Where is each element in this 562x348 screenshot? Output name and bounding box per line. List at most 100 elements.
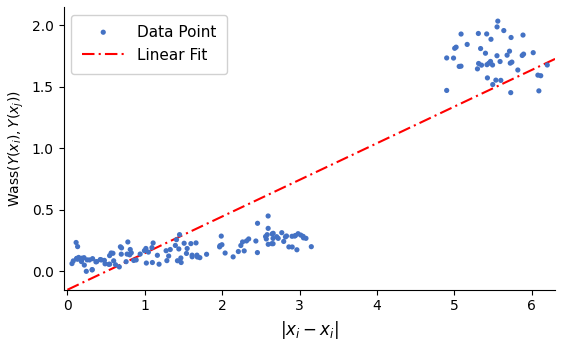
Point: [492, 53, 501, 58]
Data Point: [253, 221, 262, 226]
Data Point: [92, 259, 101, 264]
Data Point: [126, 247, 135, 252]
Data Point: [301, 236, 310, 241]
Data Point: [117, 245, 126, 251]
Data Point: [242, 238, 251, 244]
Data Point: [96, 257, 105, 262]
Data Point: [78, 255, 87, 261]
Data Point: [127, 250, 136, 256]
Data Point: [105, 253, 114, 259]
Data Point: [166, 247, 175, 252]
Data Point: [264, 226, 273, 231]
Data Point: [77, 258, 86, 263]
Data Point: [215, 244, 224, 250]
Y-axis label: Wass$(Y(x_i), Y(x_j))$: Wass$(Y(x_i), Y(x_j))$: [7, 90, 26, 207]
Point: [496, 78, 505, 83]
Point: [491, 77, 500, 83]
Point: [482, 62, 491, 68]
Data Point: [182, 251, 191, 256]
Point: [533, 72, 542, 78]
Data Point: [180, 240, 189, 246]
Data Point: [123, 251, 132, 257]
X-axis label: $|x_i - x_i|$: $|x_i - x_i|$: [280, 319, 339, 341]
Data Point: [140, 248, 149, 253]
Data Point: [162, 258, 171, 263]
Point: [505, 48, 514, 54]
Point: [449, 55, 458, 61]
Point: [506, 35, 515, 40]
Data Point: [237, 243, 246, 248]
Data Point: [268, 231, 277, 237]
Data Point: [269, 236, 278, 241]
Data Point: [173, 258, 182, 263]
Data Point: [291, 233, 300, 238]
Point: [492, 24, 501, 30]
Point: [513, 67, 522, 73]
Data Point: [105, 261, 114, 267]
Data Point: [217, 233, 226, 239]
Point: [543, 62, 552, 68]
Data Point: [69, 258, 78, 264]
Point: [452, 45, 461, 50]
Data Point: [183, 246, 192, 251]
Data Point: [269, 241, 278, 246]
Data Point: [288, 234, 297, 239]
Point: [519, 51, 528, 57]
Data Point: [88, 267, 97, 272]
Data Point: [100, 258, 109, 263]
Data Point: [215, 243, 224, 248]
Data Point: [82, 269, 91, 274]
Data Point: [307, 244, 316, 250]
Data Point: [264, 242, 273, 247]
Data Point: [176, 255, 185, 261]
Data Point: [171, 243, 180, 248]
Data Point: [296, 232, 305, 238]
Data Point: [281, 234, 290, 240]
Data Point: [264, 213, 273, 219]
Point: [488, 62, 497, 68]
Point: [463, 42, 472, 47]
Data Point: [234, 249, 243, 254]
Data Point: [269, 230, 278, 236]
Data Point: [253, 250, 262, 255]
Data Point: [188, 254, 197, 260]
Point: [474, 31, 483, 36]
Data Point: [290, 233, 299, 239]
Legend: Data Point, Linear Fit: Data Point, Linear Fit: [71, 15, 227, 74]
Point: [442, 88, 451, 93]
Data Point: [274, 236, 283, 241]
Point: [534, 88, 543, 94]
Data Point: [284, 244, 293, 250]
Data Point: [147, 245, 156, 250]
Data Point: [238, 239, 247, 245]
Data Point: [292, 247, 301, 253]
Data Point: [80, 255, 89, 260]
Point: [529, 50, 538, 55]
Data Point: [293, 231, 302, 237]
Data Point: [85, 257, 94, 263]
Data Point: [116, 244, 125, 250]
Point: [507, 59, 516, 65]
Data Point: [108, 251, 117, 256]
Data Point: [132, 257, 140, 263]
Data Point: [299, 235, 308, 240]
Point: [486, 59, 495, 64]
Data Point: [172, 237, 181, 243]
Data Point: [97, 257, 106, 263]
Point: [450, 46, 459, 51]
Data Point: [148, 260, 157, 265]
Point: [488, 82, 497, 87]
Data Point: [101, 261, 110, 267]
Point: [499, 28, 508, 33]
Data Point: [107, 250, 116, 256]
Data Point: [262, 236, 271, 242]
Data Point: [153, 253, 162, 258]
Data Point: [125, 252, 134, 258]
Data Point: [202, 252, 211, 257]
Data Point: [176, 260, 185, 265]
Data Point: [164, 253, 173, 259]
Data Point: [92, 259, 101, 265]
Data Point: [277, 230, 286, 236]
Data Point: [217, 242, 226, 247]
Data Point: [105, 262, 114, 267]
